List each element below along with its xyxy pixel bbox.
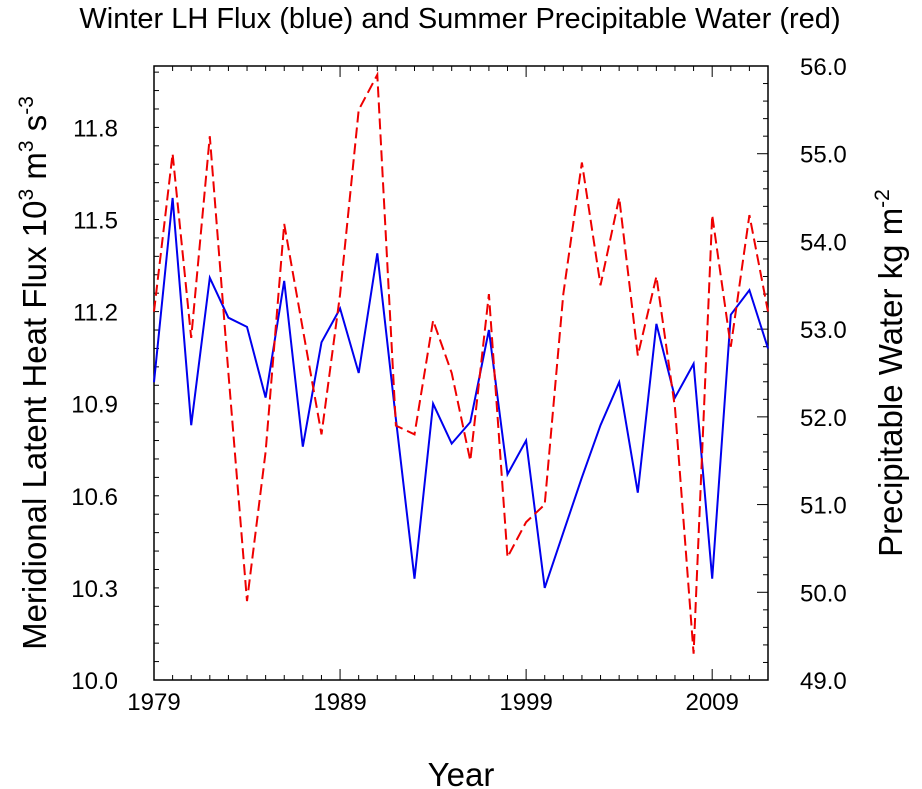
chart-title: Winter LH Flux (blue) and Summer Precipi…	[79, 3, 840, 35]
left-tick-label: 11.5	[73, 208, 118, 235]
x-tick-label: 1999	[499, 689, 552, 716]
left-tick-label: 10.6	[71, 484, 118, 511]
right-axis-ticks: 49.0 50.0 51.0 52.0 53.0 54.0 55.0 56.0	[757, 54, 847, 695]
x-axis-label: Year	[428, 756, 495, 789]
x-axis-ticks: 1979 1989 1999 2009	[127, 66, 769, 716]
right-tick-label: 53.0	[800, 317, 847, 344]
right-tick-label: 51.0	[800, 493, 847, 520]
left-tick-label: 11.2	[73, 300, 118, 327]
left-tick-label: 10.0	[71, 668, 118, 695]
left-axis-label-text: Meridional Latent Heat Flux 10	[16, 200, 53, 649]
right-tick-label: 54.0	[800, 229, 847, 256]
left-tick-label: 10.3	[71, 576, 118, 603]
left-axis-label-sup1: 3	[15, 189, 38, 201]
precipitable-water-series-line	[153, 71, 769, 654]
left-axis-ticks: 10.0 10.3 10.6 10.9 11.2 11.5 11.8	[71, 71, 159, 695]
lh-flux-series-line	[153, 197, 769, 589]
left-tick-label: 10.9	[71, 392, 118, 419]
series-layer	[153, 71, 769, 654]
left-axis-label-mid: m	[16, 152, 53, 189]
left-tick-label: 11.8	[73, 115, 118, 142]
right-axis-label: Precipitable Water kg m-2	[871, 189, 909, 557]
right-tick-label: 55.0	[800, 142, 847, 169]
x-tick-label: 2009	[685, 689, 738, 716]
left-axis-label: Meridional Latent Heat Flux 103 m3 s-3	[15, 96, 53, 650]
right-tick-label: 49.0	[800, 668, 847, 695]
left-axis-label-sup2: 3	[15, 140, 38, 152]
right-axis-label-sup: -2	[871, 189, 894, 208]
x-tick-label: 1979	[127, 689, 180, 716]
left-axis-label-sup3: -3	[15, 96, 38, 115]
right-tick-label: 50.0	[800, 580, 847, 607]
x-tick-label: 1989	[313, 689, 366, 716]
right-tick-label: 56.0	[800, 54, 847, 81]
right-tick-label: 52.0	[800, 405, 847, 432]
left-axis-label-end: s	[16, 115, 53, 141]
right-axis-label-text: Precipitable Water kg m	[872, 208, 909, 557]
